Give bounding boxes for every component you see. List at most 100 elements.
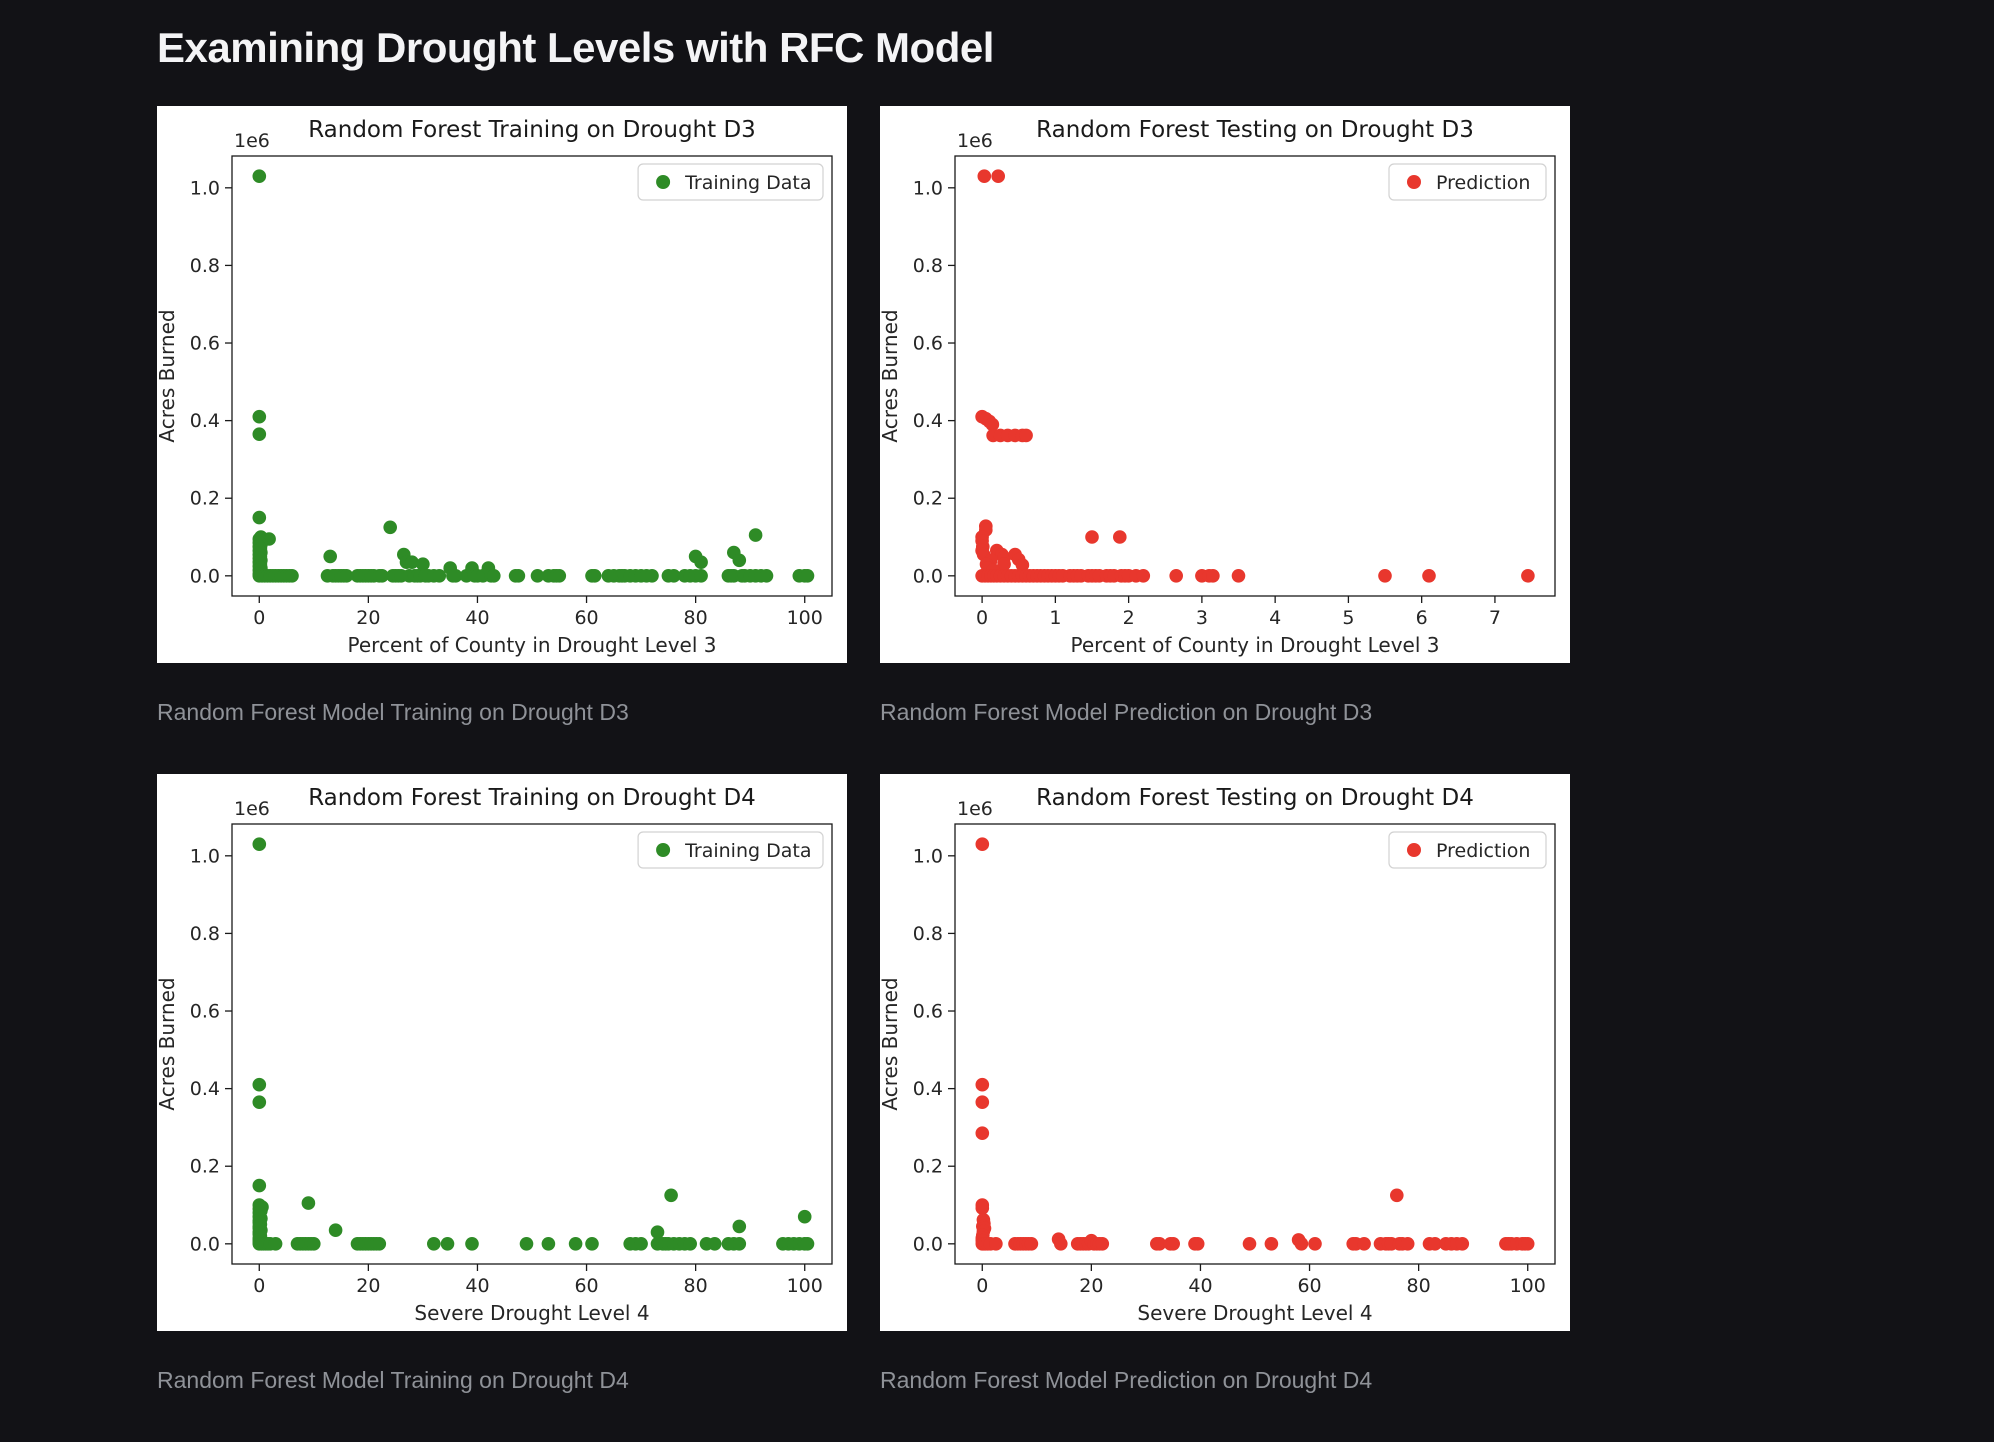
scatter-chart-training-d4: Random Forest Training on Drought D4 1e6 0… xyxy=(157,774,847,1331)
charts-grid: Random Forest Training on Drought D3 1e6 0… xyxy=(157,106,1994,1442)
legend-label: Prediction xyxy=(1436,840,1530,862)
legend-box xyxy=(1388,163,1547,201)
legend-box xyxy=(1388,831,1547,869)
y-axis-label: Acres Burned xyxy=(157,977,179,1110)
svg-text:0.4: 0.4 xyxy=(913,410,943,432)
legend-box xyxy=(637,831,824,869)
chart-title: Random Forest Testing on Drought D4 xyxy=(1036,785,1474,811)
svg-text:100: 100 xyxy=(1510,1275,1546,1297)
svg-text:0.8: 0.8 xyxy=(913,255,943,277)
svg-text:7: 7 xyxy=(1489,607,1501,629)
svg-text:0.2: 0.2 xyxy=(190,1156,220,1178)
svg-text:1.0: 1.0 xyxy=(913,845,943,867)
y-axis-offset-label: 1e6 xyxy=(957,130,993,152)
chart-title: Random Forest Training on Drought D4 xyxy=(308,785,756,811)
svg-text:0: 0 xyxy=(253,1275,265,1297)
plot-frame xyxy=(954,155,1556,597)
chart-caption: Random Forest Model Training on Drought … xyxy=(157,699,629,725)
svg-text:1.0: 1.0 xyxy=(913,177,943,199)
legend: Training Data xyxy=(637,831,824,869)
y-axis-offset-label: 1e6 xyxy=(957,798,993,820)
svg-text:40: 40 xyxy=(1188,1275,1212,1297)
y-axis-offset-label: 1e6 xyxy=(234,130,270,152)
svg-text:20: 20 xyxy=(1079,1275,1103,1297)
svg-text:0.6: 0.6 xyxy=(190,333,220,355)
svg-text:0.4: 0.4 xyxy=(190,410,220,432)
svg-text:0.2: 0.2 xyxy=(913,1156,943,1178)
figure-training-d3: Random Forest Training on Drought D3 1e6 0… xyxy=(157,106,847,774)
legend: Prediction xyxy=(1388,163,1547,201)
svg-text:0.6: 0.6 xyxy=(190,1001,220,1023)
figure-testing-d3: Random Forest Testing on Drought D3 1e6 0 1… xyxy=(880,106,1570,774)
y-axis-label: Acres Burned xyxy=(880,977,902,1110)
svg-text:0.0: 0.0 xyxy=(190,1233,220,1255)
svg-text:5: 5 xyxy=(1342,607,1354,629)
svg-text:0.8: 0.8 xyxy=(190,255,220,277)
svg-text:6: 6 xyxy=(1416,607,1428,629)
svg-text:0.4: 0.4 xyxy=(913,1078,943,1100)
data-points xyxy=(975,837,1535,1251)
legend-marker xyxy=(656,175,671,189)
data-points xyxy=(252,169,815,583)
svg-text:0.8: 0.8 xyxy=(913,923,943,945)
svg-text:0.4: 0.4 xyxy=(190,1078,220,1100)
svg-text:1.0: 1.0 xyxy=(190,845,220,867)
svg-text:0.0: 0.0 xyxy=(913,565,943,587)
svg-text:60: 60 xyxy=(1297,1275,1321,1297)
plot-frame xyxy=(231,155,833,597)
x-axis: 0 20 40 60 80 100 xyxy=(253,1264,823,1297)
data-points xyxy=(252,837,815,1251)
x-axis-label: Severe Drought Level 4 xyxy=(414,1301,649,1325)
chart-caption: Random Forest Model Prediction on Drough… xyxy=(880,699,1373,725)
chart-caption: Random Forest Model Prediction on Drough… xyxy=(880,1367,1373,1393)
y-axis: 0.0 0.2 0.4 0.6 0.8 1.0 xyxy=(913,177,955,587)
legend-marker xyxy=(1407,843,1421,857)
legend-label: Training Data xyxy=(684,840,811,862)
svg-text:0.6: 0.6 xyxy=(913,333,943,355)
svg-text:1: 1 xyxy=(1049,607,1061,629)
svg-text:0.6: 0.6 xyxy=(913,1001,943,1023)
svg-text:0: 0 xyxy=(976,607,988,629)
svg-text:1.0: 1.0 xyxy=(190,177,220,199)
figure-testing-d4: Random Forest Testing on Drought D4 1e6 0 2… xyxy=(880,774,1570,1442)
legend: Training Data xyxy=(637,163,824,201)
scatter-chart-testing-d4: Random Forest Testing on Drought D4 1e6 0 2… xyxy=(880,774,1570,1331)
x-axis-label: Percent of County in Drought Level 3 xyxy=(348,633,717,657)
legend-label: Prediction xyxy=(1436,172,1530,194)
x-axis: 0 20 40 60 80 100 xyxy=(253,596,823,629)
svg-text:100: 100 xyxy=(787,607,823,629)
svg-text:80: 80 xyxy=(684,1275,708,1297)
svg-text:80: 80 xyxy=(1407,1275,1431,1297)
svg-text:2: 2 xyxy=(1123,607,1135,629)
plot-frame xyxy=(954,823,1556,1265)
y-axis: 0.0 0.2 0.4 0.6 0.8 1.0 xyxy=(190,845,232,1255)
svg-text:0.2: 0.2 xyxy=(190,488,220,510)
x-axis-label: Severe Drought Level 4 xyxy=(1137,1301,1372,1325)
svg-text:60: 60 xyxy=(574,607,598,629)
svg-text:4: 4 xyxy=(1269,607,1281,629)
y-axis: 0.0 0.2 0.4 0.6 0.8 1.0 xyxy=(190,177,232,587)
legend: Prediction xyxy=(1388,831,1547,869)
svg-text:100: 100 xyxy=(787,1275,823,1297)
scatter-chart-testing-d3: Random Forest Testing on Drought D3 1e6 0 1… xyxy=(880,106,1570,663)
data-points xyxy=(975,169,1535,583)
svg-text:20: 20 xyxy=(356,607,380,629)
plot-frame xyxy=(231,823,833,1265)
legend-marker xyxy=(656,843,671,857)
chart-title: Random Forest Training on Drought D3 xyxy=(308,117,756,143)
x-axis-label: Percent of County in Drought Level 3 xyxy=(1071,633,1440,657)
legend-label: Training Data xyxy=(684,172,811,194)
svg-text:0.2: 0.2 xyxy=(913,488,943,510)
y-axis-label: Acres Burned xyxy=(880,309,902,442)
svg-text:0: 0 xyxy=(253,607,265,629)
y-axis-label: Acres Burned xyxy=(157,309,179,442)
svg-text:0: 0 xyxy=(976,1275,988,1297)
svg-text:20: 20 xyxy=(356,1275,380,1297)
svg-text:80: 80 xyxy=(684,607,708,629)
svg-text:0.0: 0.0 xyxy=(913,1233,943,1255)
chart-title: Random Forest Testing on Drought D3 xyxy=(1036,117,1474,143)
svg-text:40: 40 xyxy=(465,1275,489,1297)
x-axis: 0 1 2 3 4 5 6 7 xyxy=(976,596,1501,629)
scatter-chart-training-d3: Random Forest Training on Drought D3 1e6 0… xyxy=(157,106,847,663)
